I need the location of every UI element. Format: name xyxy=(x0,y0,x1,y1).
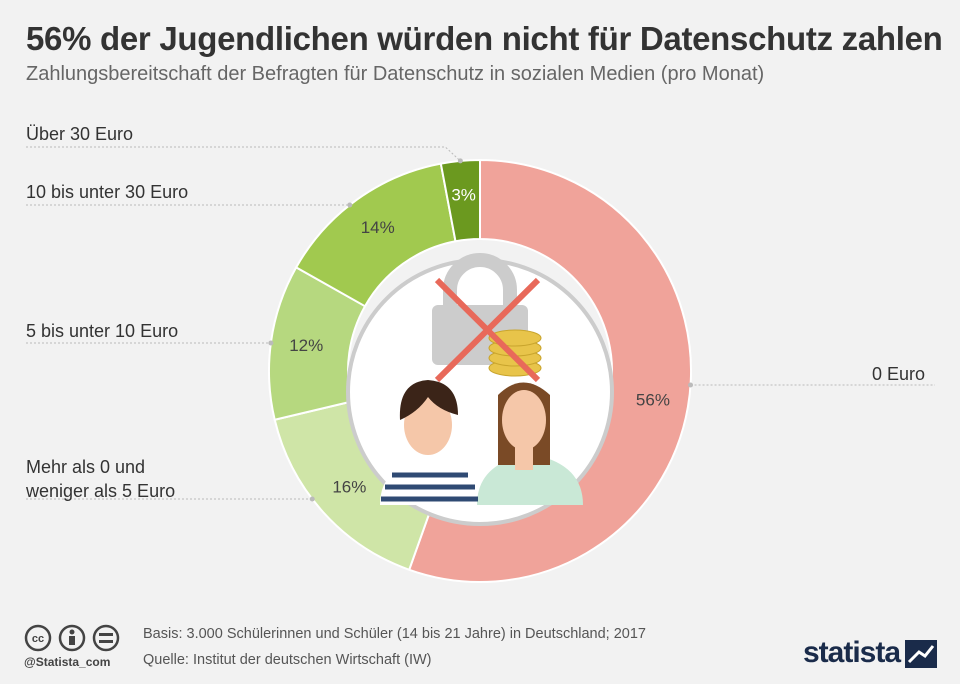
category-label: 0 Euro xyxy=(872,364,926,384)
title: 56% der Jugendlichen würden nicht für Da… xyxy=(26,20,943,57)
category-label: Mehr als 0 und weniger als 5 Euro xyxy=(26,457,176,501)
category-label: Über 30 Euro xyxy=(26,124,134,144)
value-label: 56% xyxy=(636,390,670,409)
leader-dot xyxy=(309,496,315,502)
value-label: 12% xyxy=(289,336,323,355)
donut-segment xyxy=(407,158,692,583)
category-label: 10 bis unter 30 Euro xyxy=(26,182,189,202)
value-label: 3% xyxy=(451,186,476,205)
leader-dot xyxy=(347,202,353,208)
category-label: 5 bis unter 10 Euro xyxy=(26,321,179,341)
source-note: Quelle: Institut der deutschen Wirtschaf… xyxy=(143,652,432,668)
brand-icon xyxy=(905,640,937,668)
leader-line xyxy=(26,146,461,162)
leader-dot xyxy=(688,382,694,388)
illustration xyxy=(346,253,614,526)
svg-text:cc: cc xyxy=(32,633,44,645)
credit: @Statista_com xyxy=(24,655,111,669)
leader-dot xyxy=(457,158,463,164)
basis-note: Basis: 3.000 Schülerinnen und Schüler (1… xyxy=(143,626,646,642)
donut-segment xyxy=(439,158,481,243)
value-label: 16% xyxy=(332,478,366,497)
leader-dot xyxy=(268,340,274,346)
brand-logo: statista xyxy=(803,636,901,669)
subtitle: Zahlungsbereitschaft der Befragten für D… xyxy=(26,63,765,85)
license-icons: cc xyxy=(24,624,120,652)
value-label: 14% xyxy=(361,218,395,237)
